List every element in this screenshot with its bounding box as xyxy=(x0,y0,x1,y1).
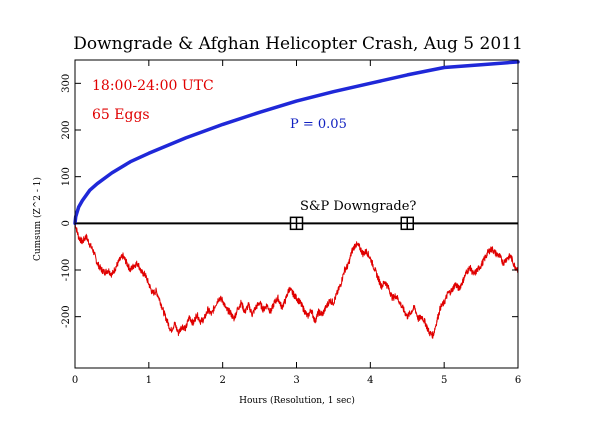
x-tick-label: 4 xyxy=(367,375,373,386)
cumdev-series-line xyxy=(74,223,519,339)
y-tick-label: 300 xyxy=(61,74,72,93)
y-tick-label: 100 xyxy=(61,167,72,186)
x-tick-label: 0 xyxy=(72,375,78,386)
plot-layer xyxy=(73,60,520,339)
probability-series-line xyxy=(73,60,520,226)
x-tick-label: 3 xyxy=(293,375,299,386)
time-range-annotation: 18:00-24:00 UTC xyxy=(92,78,214,94)
x-tick-label: 2 xyxy=(219,375,225,386)
y-tick-label: -100 xyxy=(61,259,72,281)
egg-count-annotation: 65 Eggs xyxy=(92,107,150,123)
x-tick-label: 6 xyxy=(515,375,521,386)
y-tick-label: 200 xyxy=(61,120,72,139)
x-tick-label: 1 xyxy=(146,375,152,386)
y-tick-label: -200 xyxy=(61,305,72,327)
probability-annotation: P = 0.05 xyxy=(290,117,347,132)
event-marker xyxy=(289,216,304,231)
x-tick-label: 5 xyxy=(441,375,447,386)
event-marker xyxy=(400,216,414,231)
event-annotation: S&P Downgrade? xyxy=(300,199,416,214)
chart-title: Downgrade & Afghan Helicopter Crash, Aug… xyxy=(73,34,523,54)
y-axis-label: Cumsum (Z^2 - 1) xyxy=(32,177,43,261)
x-axis-label: Hours (Resolution, 1 sec) xyxy=(239,395,355,406)
y-tick-label: 0 xyxy=(61,220,72,226)
